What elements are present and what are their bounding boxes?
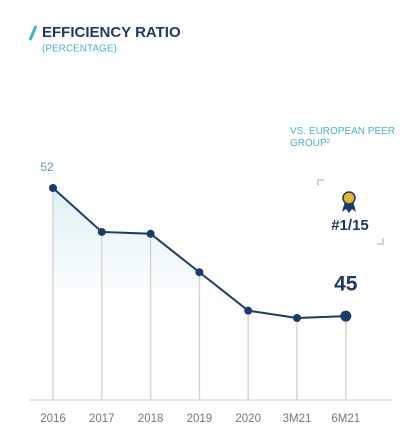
award-frame	[317, 179, 384, 245]
x-tick-label: 2018	[138, 413, 164, 425]
point	[340, 310, 352, 322]
area-shade	[53, 188, 200, 288]
x-tick-label: 6M21	[331, 413, 360, 425]
x-tick-label: 2016	[40, 413, 66, 425]
x-tick-label: 2017	[89, 413, 115, 425]
point	[293, 314, 301, 322]
point	[195, 268, 204, 277]
point	[97, 227, 106, 236]
data-label: 52	[40, 160, 54, 174]
x-tick-label: 3M21	[283, 413, 312, 425]
point	[244, 306, 253, 315]
chart-title: EFFICIENCY RATIO	[42, 24, 181, 41]
point	[49, 184, 57, 192]
data-label: 45	[334, 273, 358, 296]
x-tick-label: 2020	[235, 413, 261, 425]
annotation-text: VS. EUROPEAN PEER GROUP²	[290, 126, 396, 149]
annotation-rank: #1/15	[331, 217, 369, 234]
title-slash	[28, 25, 38, 41]
award-icon	[342, 191, 356, 213]
point	[146, 229, 155, 238]
chart-subtitle: (PERCENTAGE)	[42, 44, 117, 55]
x-tick-label: 2019	[187, 413, 213, 425]
annotation-box: VS. EUROPEAN PEER GROUP²	[290, 126, 396, 149]
